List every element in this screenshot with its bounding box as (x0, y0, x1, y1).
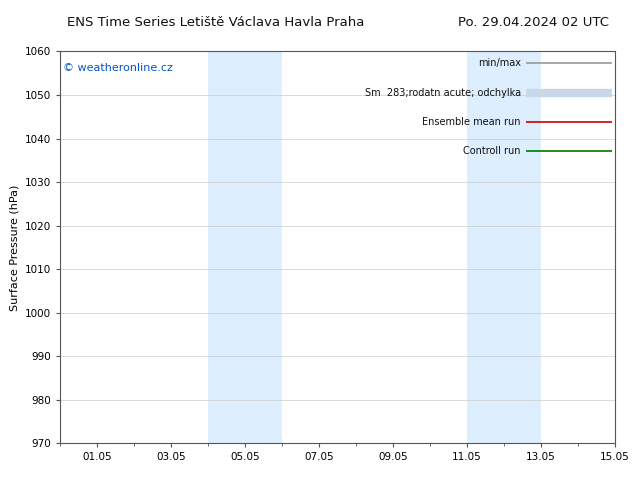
Text: © weatheronline.cz: © weatheronline.cz (63, 63, 173, 73)
Bar (208, 51, 245, 443)
Bar (504, 51, 541, 443)
Text: min/max: min/max (477, 58, 521, 68)
Y-axis label: Surface Pressure (hPa): Surface Pressure (hPa) (10, 184, 20, 311)
Text: Sm  283;rodatn acute; odchylka: Sm 283;rodatn acute; odchylka (365, 88, 521, 98)
Text: Po. 29.04.2024 02 UTC: Po. 29.04.2024 02 UTC (458, 16, 609, 29)
Text: Controll run: Controll run (463, 147, 521, 156)
Bar (467, 51, 504, 443)
Text: ENS Time Series Letiště Václava Havla Praha: ENS Time Series Letiště Václava Havla Pr… (67, 16, 364, 29)
Bar (245, 51, 282, 443)
Text: Ensemble mean run: Ensemble mean run (422, 117, 521, 127)
